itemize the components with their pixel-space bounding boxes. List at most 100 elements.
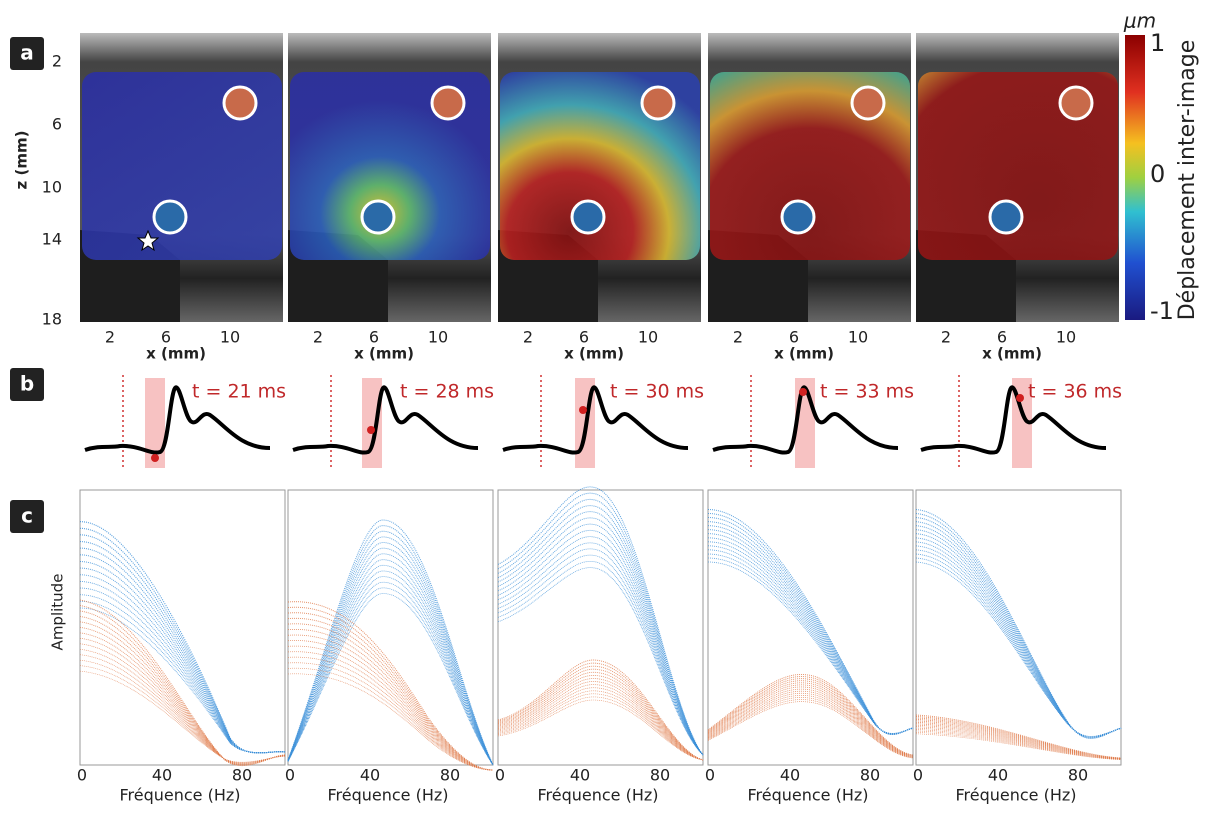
- spectrum-curve-blue: [497, 523, 704, 756]
- spectrum-curve-blue: [79, 574, 286, 754]
- spectrum-curve-orange: [915, 732, 1122, 760]
- z-tick-label: 14: [42, 230, 62, 249]
- y-axis-label: Amplitude: [49, 574, 67, 651]
- x-axis-label: x (mm): [982, 345, 1042, 363]
- roi-blue: [780, 199, 816, 235]
- spectrum-curve-orange: [79, 632, 286, 765]
- spectrum-curve-orange: [915, 723, 1122, 760]
- spectrum-curve-orange: [707, 697, 914, 758]
- spectrum-curve-blue: [497, 536, 704, 756]
- spectrum-curve-blue: [79, 547, 286, 754]
- spectrum-curve-blue: [915, 549, 1122, 738]
- x-tick-label: 10: [848, 328, 868, 347]
- x-tick-label: 6: [369, 328, 379, 347]
- roi-blue: [988, 199, 1024, 235]
- spectrum-curve-orange: [79, 637, 286, 765]
- spectrum-curve-blue: [287, 547, 494, 766]
- spectrum-curve-orange: [287, 629, 494, 771]
- spectrum-curve-blue: [707, 545, 914, 735]
- roi-orange: [1058, 85, 1094, 121]
- spectrum-curve-orange: [915, 726, 1122, 760]
- time-label: t = 33 ms: [820, 381, 914, 403]
- spectrum-curve-blue: [79, 607, 286, 753]
- x-tick-label: 0: [913, 766, 923, 785]
- x-axis-label: x (mm): [564, 345, 624, 363]
- roi-orange: [430, 85, 466, 121]
- spectrum-curve-blue: [497, 517, 704, 756]
- x-tick-label: 6: [997, 328, 1007, 347]
- roi-orange: [222, 85, 258, 121]
- x-tick-label: 0: [495, 766, 505, 785]
- spectrum-plot: [915, 489, 1122, 766]
- spectrum-curve-blue: [707, 533, 914, 735]
- spectrum-curve-blue: [79, 567, 286, 754]
- spectrum-curve-orange: [915, 714, 1122, 759]
- spectrum-curve-orange: [497, 678, 704, 761]
- x-tick-label: 6: [161, 328, 171, 347]
- spectrum-curve-blue: [915, 541, 1122, 738]
- colorbar-title: Déplacement inter-image: [1175, 40, 1200, 321]
- x-axis-label: Fréquence (Hz): [747, 786, 868, 805]
- x-axis-label: Fréquence (Hz): [327, 786, 448, 805]
- displacement-overlay: [710, 72, 910, 260]
- spectrum-curve-blue: [287, 553, 494, 766]
- z-tick-label: 6: [52, 115, 62, 134]
- spectrum-curve-orange: [79, 654, 286, 764]
- spectrum-curve-orange: [497, 662, 704, 761]
- spectrum-curve-orange: [707, 682, 914, 757]
- spectrum-curve-orange: [497, 687, 704, 761]
- plot-frame: [497, 489, 704, 766]
- spectrum-curve-blue: [287, 581, 494, 766]
- time-window: [145, 378, 165, 468]
- spectrum-curve-orange: [707, 699, 914, 759]
- x-tick-label: 0: [77, 766, 87, 785]
- x-axis-label: Fréquence (Hz): [537, 786, 658, 805]
- roi-blue: [360, 199, 396, 235]
- panel-label-box: [10, 37, 44, 70]
- spectrum-curve-orange: [287, 623, 494, 771]
- displacement-overlay: [918, 72, 1118, 260]
- spectrum-curve-orange: [915, 729, 1122, 760]
- spectrum-curve-orange: [497, 696, 704, 761]
- spectrum-curve-orange: [707, 695, 914, 758]
- spectrum-curve-blue: [287, 564, 494, 766]
- time-label: t = 30 ms: [610, 381, 704, 403]
- time-marker: [151, 454, 159, 462]
- colorbar: [1125, 35, 1145, 320]
- x-tick-label: 40: [152, 766, 172, 785]
- spectrum-curve-blue: [287, 525, 494, 766]
- x-tick-label: 2: [523, 328, 533, 347]
- x-tick-label: 2: [105, 328, 115, 347]
- spectrum-curve-blue: [707, 557, 914, 734]
- spectrum-curve-blue: [497, 530, 704, 756]
- spectrum-curve-blue: [915, 561, 1122, 737]
- plot-frame: [79, 489, 286, 766]
- spectrum-curve-orange: [287, 662, 494, 771]
- x-tick-label: 40: [360, 766, 380, 785]
- spectrum-curve-blue: [287, 530, 494, 766]
- spectrum-curve-orange: [497, 684, 704, 761]
- roi-blue: [570, 199, 606, 235]
- ecg-trace: [84, 385, 271, 455]
- spectrum-curve-orange: [287, 656, 494, 771]
- spectrum-curve-blue: [915, 508, 1122, 739]
- plot-frame: [287, 489, 494, 766]
- spectrum-curve-orange: [915, 730, 1122, 760]
- x-tick-label: 10: [220, 328, 240, 347]
- spectrum-curve-blue: [915, 529, 1122, 739]
- spectrum-curve-orange: [915, 727, 1122, 760]
- colorbar-tick-label: 1: [1150, 29, 1165, 57]
- spectrum-curve-orange: [707, 684, 914, 757]
- x-tick-label: 80: [650, 766, 670, 785]
- spectrum-curve-orange: [287, 612, 494, 771]
- x-axis-label: Fréquence (Hz): [955, 786, 1076, 805]
- spectrum-curve-blue: [497, 511, 704, 756]
- x-tick-label: 80: [440, 766, 460, 785]
- panel-label: c: [21, 504, 33, 528]
- spectrum-curve-blue: [497, 561, 704, 756]
- spectrum-curve-blue: [707, 553, 914, 734]
- spectrum-curve-orange: [287, 606, 494, 771]
- spectrum-curve-blue: [915, 553, 1122, 738]
- time-marker: [367, 426, 375, 434]
